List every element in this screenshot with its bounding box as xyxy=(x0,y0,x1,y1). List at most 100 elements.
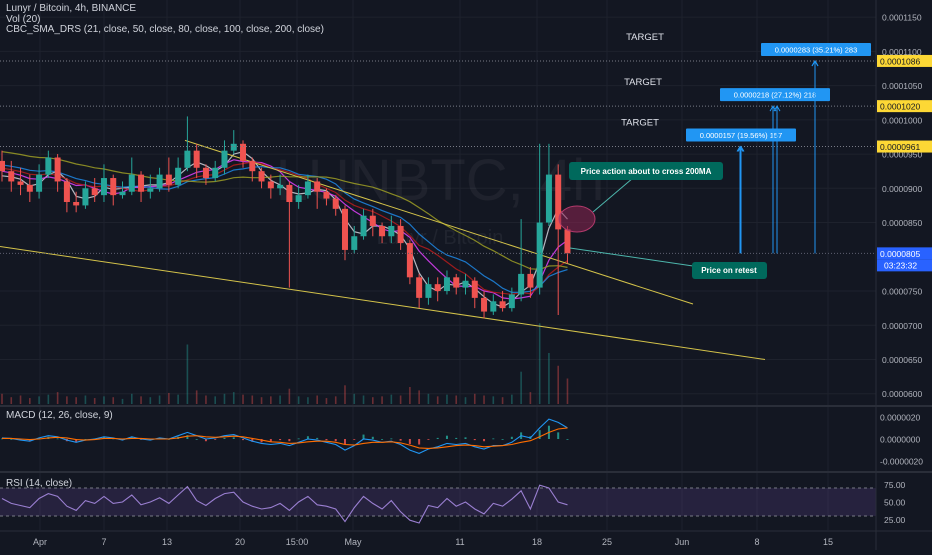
candle-body xyxy=(156,174,163,189)
candle-body xyxy=(295,195,302,202)
candle-body xyxy=(100,178,107,196)
macd-histogram-bar xyxy=(325,439,328,441)
rsi-pane xyxy=(0,484,876,524)
volume-bar xyxy=(427,393,430,404)
volume-bar xyxy=(297,396,300,404)
macd-histogram-bar xyxy=(260,439,263,443)
callout-box[interactable] xyxy=(692,262,767,279)
candle-body xyxy=(518,273,525,295)
volume-bar xyxy=(260,397,263,404)
target-measurements[interactable]: 0.0000157 (19.56%) 157 TARGET 0.0000218 (2… xyxy=(621,32,871,254)
time-tick-label: May xyxy=(344,537,362,547)
candle-body xyxy=(249,160,256,172)
volume-legend: Vol (20) xyxy=(6,14,41,25)
macd-line xyxy=(1,418,568,454)
target-measure-box[interactable] xyxy=(686,128,796,142)
price-tick-label: 0.0000700 xyxy=(882,321,922,331)
volume-bar xyxy=(390,394,393,404)
callout-box[interactable] xyxy=(569,162,723,180)
macd-histogram-bar xyxy=(214,439,217,440)
macd-histogram-bar xyxy=(288,439,291,442)
price-tag-text: 0.0000805 xyxy=(880,249,920,259)
candle-body xyxy=(536,222,543,288)
macd-histogram-bar xyxy=(445,435,448,439)
falling-support-trendline[interactable] xyxy=(0,246,766,360)
candle-body xyxy=(240,143,247,161)
candle-body xyxy=(323,191,330,199)
macd-histogram-bar xyxy=(455,437,458,439)
rsi-band xyxy=(0,488,876,516)
volume-bar xyxy=(353,393,356,404)
volume-bar xyxy=(288,388,291,404)
candle-body xyxy=(443,277,450,292)
macd-histogram-bar xyxy=(390,438,393,440)
countdown-text: 03:23:32 xyxy=(884,260,917,270)
macd-histogram-bar xyxy=(279,439,282,441)
volume-bar xyxy=(1,393,3,404)
volume-bar xyxy=(93,398,96,404)
volume-bar xyxy=(501,397,504,404)
volume-bar xyxy=(56,392,59,404)
target-price-tag xyxy=(877,54,932,67)
price-tag-text: 0.0001020 xyxy=(880,102,920,112)
price-tick-label: 0.0000650 xyxy=(882,355,922,365)
candles xyxy=(0,116,571,319)
target-price-tag xyxy=(877,140,932,153)
callout-leader-line xyxy=(569,247,694,267)
target-label: TARGET xyxy=(624,77,662,88)
highlight-ellipse[interactable] xyxy=(558,205,596,233)
candle-body xyxy=(286,184,293,202)
volume-bar xyxy=(47,394,50,404)
macd-histogram-bar xyxy=(464,437,467,439)
time-tick-label: Jun xyxy=(675,537,690,547)
target-measure-box[interactable] xyxy=(720,88,830,102)
macd-histogram-bar xyxy=(371,436,374,439)
candle-body xyxy=(304,181,311,196)
time-tick-label: 15 xyxy=(823,537,833,547)
target-measure-box[interactable] xyxy=(761,42,871,56)
macd-histogram-bar xyxy=(334,439,337,442)
time-tick-label: 25 xyxy=(602,537,612,547)
volume-bar xyxy=(186,344,189,404)
annotations[interactable]: Price action about to cross 200MA Price o… xyxy=(558,162,767,279)
macd-histogram-bar xyxy=(297,438,300,440)
volume-bar xyxy=(29,398,31,404)
time-tick-label: 18 xyxy=(532,537,542,547)
volume-bar xyxy=(75,397,77,404)
candle-body xyxy=(110,178,117,196)
volume-bar xyxy=(538,323,541,404)
candle-body xyxy=(490,301,497,312)
rsi-line xyxy=(1,484,568,524)
trendlines[interactable] xyxy=(0,139,766,360)
time-tick-label: 15:00 xyxy=(286,537,309,547)
volume-bar xyxy=(334,396,337,404)
volume-bar xyxy=(84,395,87,404)
candle-body xyxy=(471,280,478,298)
volume-bar xyxy=(66,396,68,404)
volume-bar xyxy=(149,397,152,404)
volume-bar xyxy=(409,387,411,404)
macd-histogram-bar xyxy=(557,432,560,439)
volume-bar xyxy=(492,396,495,404)
candle-body xyxy=(175,167,182,185)
macd-pane xyxy=(1,418,569,454)
target-measure-text: 0.0000157 (19.56%) 157 xyxy=(700,131,783,140)
volume-bar xyxy=(270,396,272,404)
callout-leader-line xyxy=(592,177,634,213)
candle-body xyxy=(230,143,237,151)
volume-bar xyxy=(418,390,420,404)
target-label: TARGET xyxy=(626,32,664,43)
candle-body xyxy=(128,174,135,192)
volume-bar xyxy=(195,390,198,404)
target-price-lines xyxy=(0,60,876,254)
candle-body xyxy=(54,157,61,182)
falling-resistance-trendline[interactable] xyxy=(184,139,694,305)
macd-histogram-bar xyxy=(418,439,421,445)
time-tick-label: 13 xyxy=(162,537,172,547)
candle-body xyxy=(360,215,367,237)
macd-histogram-bar xyxy=(242,439,245,441)
candle-body xyxy=(397,225,404,244)
